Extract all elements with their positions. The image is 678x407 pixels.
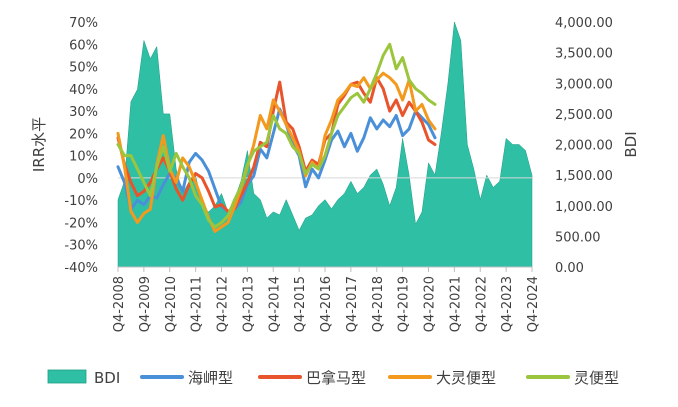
x-tick-label: Q4-2011 [190,276,205,332]
left-y-tick-label: 0% [77,172,98,187]
left-y-axis-ticks: 70% 60% 50% 40% 30% 20% 10% 0% -10% -20% -30% -40% [64,16,98,276]
x-tick-label: Q4-2018 [371,276,386,332]
x-tick-label: Q4-2023 [500,276,515,332]
legend-label-bdi: BDI [94,369,120,387]
x-axis-ticks: Q4-2008 Q4-2009 Q4-2010 Q4-2011 Q4-2012 Q4-20… [112,266,541,332]
left-y-tick-label: 30% [69,105,98,120]
left-y-tick-label: -30% [64,239,98,254]
x-tick-label: Q4-2008 [112,276,127,332]
legend: BDI 海岬型 巴拿马型 大灵便型 灵便型 [47,369,619,387]
right-y-tick-label: 2,500.00 [555,108,613,123]
handysize-line [116,42,437,229]
x-tick-label: Q4-2020 [423,276,438,332]
x-tick-label: Q4-2015 [293,276,308,332]
x-tick-label: Q4-2024 [526,276,541,332]
x-tick-label: Q4-2010 [164,276,179,332]
right-y-tick-label: 3,500.00 [555,47,613,62]
right-y-tick-label: 1,500.00 [555,169,613,184]
x-tick-label: Q4-2009 [138,276,153,332]
left-y-tick-label: 40% [69,83,98,98]
left-y-tick-label: 70% [69,16,98,31]
legend-label-supramax: 大灵便型 [436,369,496,387]
x-tick-label: Q4-2021 [448,276,463,332]
legend-swatch-bdi [47,369,87,384]
right-y-tick-label: 2,000.00 [555,139,613,154]
left-y-tick-label: -10% [64,194,98,209]
x-tick-label: Q4-2012 [216,276,231,332]
right-y-tick-label: 500.00 [555,230,601,245]
x-tick-label: Q4-2017 [345,276,360,332]
right-y-tick-label: 3,000.00 [555,77,613,92]
x-tick-label: Q4-2014 [267,276,282,332]
left-y-tick-label: 60% [69,38,98,53]
right-y-tick-label: 1,000.00 [555,200,613,215]
left-y-tick-label: 10% [69,150,98,165]
x-tick-label: Q4-2016 [319,276,334,332]
legend-label-capesize: 海岬型 [188,369,233,387]
right-y-tick-label: 4,000.00 [555,16,613,31]
irr-line-series [116,42,437,233]
left-y-axis-title: IRR水平 [30,117,48,172]
x-tick-label: Q4-2013 [241,276,256,332]
legend-label-handysize: 灵便型 [574,369,619,387]
x-tick-label: Q4-2019 [397,276,412,332]
right-y-tick-label: 0.00 [555,261,584,276]
x-tick-label: Q4-2022 [474,276,489,332]
left-y-tick-label: 20% [69,127,98,142]
left-y-tick-label: 50% [69,61,98,76]
right-y-axis-title: BDI [622,131,640,157]
legend-label-panamax: 巴拿马型 [306,369,366,387]
right-y-axis-ticks: 4,000.00 3,500.00 3,000.00 2,500.00 2,000.00… [555,16,613,276]
left-y-tick-label: -40% [64,261,98,276]
left-y-tick-label: -20% [64,216,98,231]
